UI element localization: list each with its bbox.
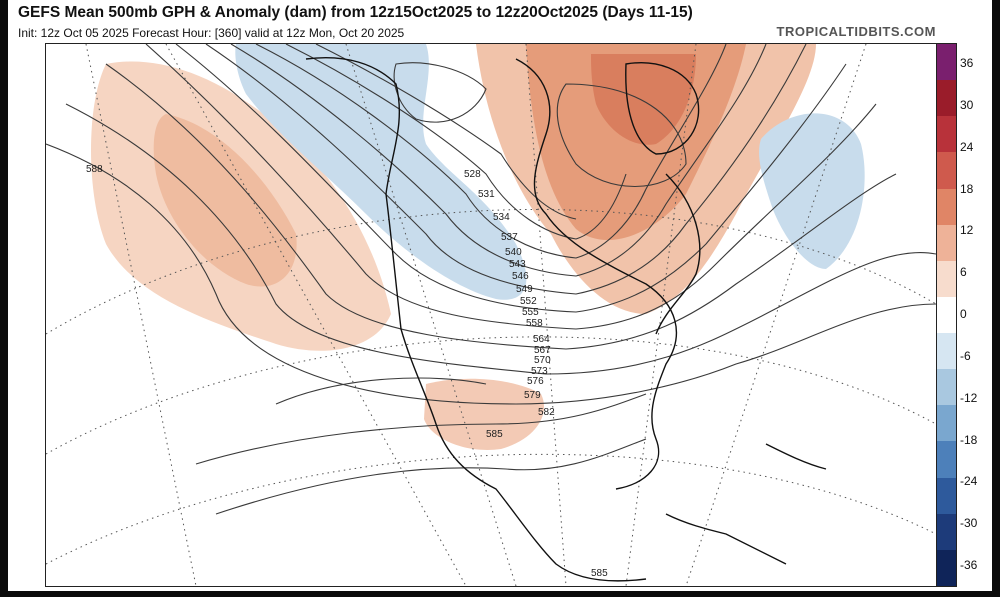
colorbar-segment bbox=[937, 369, 956, 406]
contour-label: 531 bbox=[478, 189, 495, 200]
contour-label: 528 bbox=[464, 169, 481, 180]
coastlines bbox=[305, 57, 827, 582]
anomaly-atlantic-negative bbox=[759, 113, 865, 270]
colorbar-tick-label: -6 bbox=[960, 348, 971, 363]
colorbar-tick-label: 12 bbox=[960, 223, 974, 238]
contour-label: 570 bbox=[534, 355, 551, 366]
frame-right-border bbox=[992, 0, 1000, 597]
map-svg: 588 528 531 534 537 540 543 546 549 552 … bbox=[46, 44, 936, 586]
contour-label: 588 bbox=[86, 164, 103, 175]
contour-label: 576 bbox=[527, 376, 544, 387]
colorbar-tick-label: -24 bbox=[960, 474, 978, 489]
contour-label: 573 bbox=[531, 366, 548, 377]
colorbar-segment bbox=[937, 260, 956, 298]
colorbar-tick-label: -12 bbox=[960, 390, 978, 405]
forecast-map: 588 528 531 534 537 540 543 546 549 552 … bbox=[45, 43, 937, 587]
contour-label: 585 bbox=[591, 568, 608, 579]
contour-label: 558 bbox=[526, 318, 543, 329]
negative-anomaly-areas bbox=[235, 44, 865, 300]
colorbar-tick-label: -36 bbox=[960, 558, 978, 572]
colorbar-segment bbox=[937, 116, 956, 153]
contour-label: 552 bbox=[520, 296, 537, 307]
contour-label: 546 bbox=[512, 271, 529, 282]
colorbar-tick-label: 6 bbox=[960, 265, 967, 280]
contour-label: 579 bbox=[524, 390, 541, 401]
frame-bottom-border bbox=[0, 591, 1000, 597]
contour-label: 585 bbox=[486, 429, 503, 440]
colorbar-tick-label: 0 bbox=[960, 307, 967, 321]
frame-left-border bbox=[0, 0, 8, 597]
colorbar-tick-label: 30 bbox=[960, 97, 974, 112]
contour-label: 534 bbox=[493, 212, 510, 223]
positive-anomaly-areas bbox=[91, 44, 816, 450]
brand-watermark: TROPICALTIDBITS.COM bbox=[776, 24, 936, 39]
colorbar-segment bbox=[937, 80, 956, 117]
contour-label: 564 bbox=[533, 334, 550, 345]
colorbar-tick-label: -30 bbox=[960, 516, 978, 531]
map-title: GEFS Mean 500mb GPH & Anomaly (dam) from… bbox=[18, 4, 693, 21]
contour-label: 549 bbox=[516, 284, 533, 295]
colorbar-segment bbox=[937, 513, 956, 551]
anomaly-alaska-canada-negative bbox=[235, 44, 527, 300]
map-subtitle: Init: 12z Oct 05 2025 Forecast Hour: [36… bbox=[18, 26, 405, 40]
header: GEFS Mean 500mb GPH & Anomaly (dam) from… bbox=[18, 4, 988, 44]
colorbar-segment bbox=[937, 224, 956, 262]
graticule bbox=[46, 44, 936, 586]
contour-label: 537 bbox=[501, 232, 518, 243]
contour-label: 543 bbox=[509, 259, 526, 270]
contour-label: 540 bbox=[505, 247, 522, 258]
colorbar-segment bbox=[937, 188, 956, 226]
anomaly-pacific-positive-core bbox=[153, 114, 297, 287]
height-contours bbox=[46, 44, 936, 515]
colorbar-tick-label: 18 bbox=[960, 181, 974, 196]
anomaly-colorbar bbox=[936, 43, 957, 587]
colorbar-tick-label: -18 bbox=[960, 432, 978, 447]
colorbar-segment bbox=[937, 477, 956, 515]
contour-label: 555 bbox=[522, 307, 539, 318]
colorbar-tick-label: 36 bbox=[960, 56, 974, 70]
colorbar-segment bbox=[937, 152, 956, 190]
colorbar-segment bbox=[937, 405, 956, 442]
colorbar-segment bbox=[937, 333, 956, 370]
contour-label: 582 bbox=[538, 407, 555, 418]
contour-labels: 588 528 531 534 537 540 543 546 549 552 … bbox=[86, 164, 608, 579]
contour-label: 567 bbox=[534, 345, 551, 356]
colorbar-tick-label: 24 bbox=[960, 139, 974, 154]
colorbar-segment bbox=[937, 44, 956, 81]
colorbar-segment bbox=[937, 549, 956, 586]
colorbar-segment bbox=[937, 441, 956, 479]
colorbar-segment bbox=[937, 296, 956, 334]
anomaly-southwest-positive bbox=[424, 378, 545, 450]
